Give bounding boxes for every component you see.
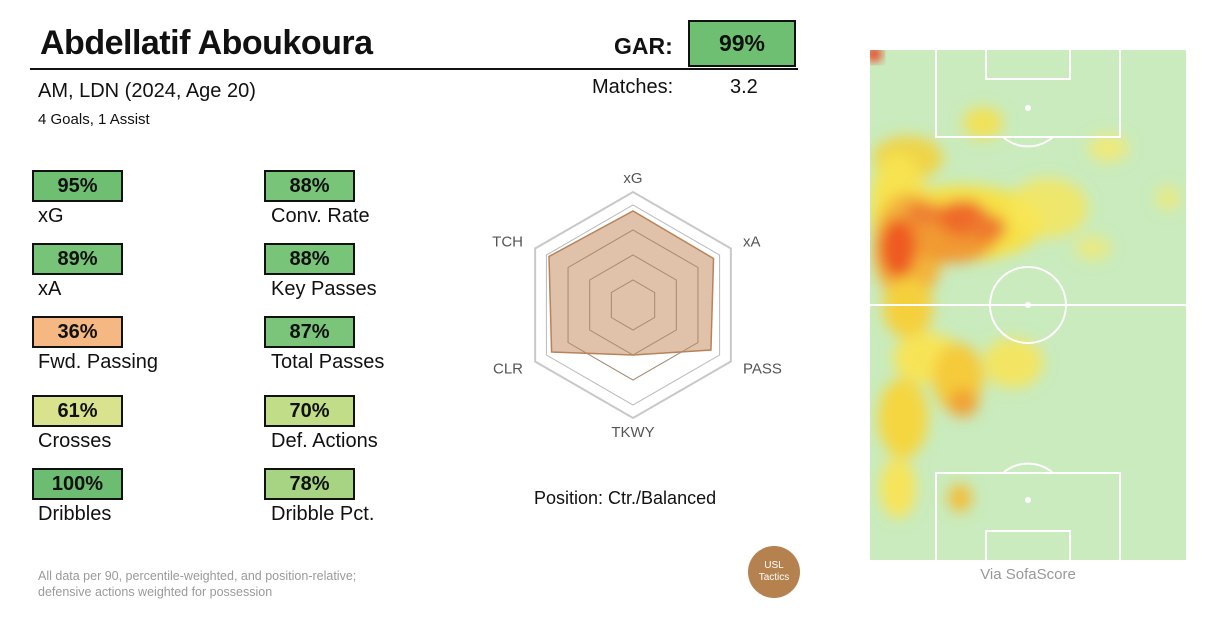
player-name: Abdellatif Aboukoura xyxy=(40,24,373,62)
logo-text-line-2: Tactics xyxy=(758,572,790,583)
player-subtitle: AM, LDN (2024, Age 20) xyxy=(38,80,256,102)
radar-inner-ring xyxy=(589,254,677,356)
header-divider xyxy=(30,68,798,70)
metric-value-conv-rate: 88% xyxy=(264,170,355,202)
metric-label-dribbles: Dribbles xyxy=(38,503,112,525)
player-goals-assists: 4 Goals, 1 Assist xyxy=(38,111,150,128)
usl-tactics-logo: USL Tactics xyxy=(748,546,800,598)
radar-axis-label-clr: CLR xyxy=(493,361,523,378)
matches-label: Matches: xyxy=(592,76,674,98)
metric-value-total-passes: 87% xyxy=(264,316,355,348)
logo-text-line-1: USL xyxy=(764,560,784,571)
radar-inner-ring xyxy=(567,229,699,381)
metric-label-dribble-pct: Dribble Pct. xyxy=(271,503,375,525)
radar-axis-label-pass: PASS xyxy=(743,361,782,378)
radar-inner-ring xyxy=(610,279,656,331)
metric-value-def-actions: 70% xyxy=(264,395,355,427)
metric-value-key-passes: 88% xyxy=(264,243,355,275)
metric-label-xa: xA xyxy=(38,278,62,300)
radar-grid-ring xyxy=(545,204,721,406)
gar-label: GAR: xyxy=(614,33,673,59)
metric-label-key-passes: Key Passes xyxy=(271,278,377,300)
metric-label-xg: xG xyxy=(38,205,64,227)
metric-value-fwd-passing: 36% xyxy=(32,316,123,348)
radar-axis-label-tkwy: TKWY xyxy=(611,424,654,441)
radar-axis-label-tch: TCH xyxy=(492,234,523,251)
metric-label-def-actions: Def. Actions xyxy=(271,430,378,452)
footnote-line-1: All data per 90, percentile-weighted, an… xyxy=(38,569,357,583)
metric-value-xg: 95% xyxy=(32,170,123,202)
radar-data-polygon xyxy=(548,210,715,356)
gar-value-badge: 99% xyxy=(688,20,796,67)
radar-chart: xG xA PASS TKWY CLR TCH xyxy=(492,170,782,441)
heatmap-pitch xyxy=(868,48,1188,562)
footnote-line-2: defensive actions weighted for possessio… xyxy=(38,585,273,599)
radar-grid-ring xyxy=(534,190,732,420)
metric-value-dribble-pct: 78% xyxy=(264,468,355,500)
radar-axis-label-xg: xG xyxy=(623,170,642,187)
radar-axis-labels: xG xA PASS TKWY CLR TCH xyxy=(492,170,782,441)
heatmap-source: Via SofaScore xyxy=(980,566,1076,583)
matches-value: 3.2 xyxy=(730,76,758,98)
position-label: Position: Ctr./Balanced xyxy=(534,488,717,508)
heatmap-blobs xyxy=(870,107,1180,518)
metric-label-crosses: Crosses xyxy=(38,430,112,452)
metric-value-crosses: 61% xyxy=(32,395,123,427)
radar-axis-label-xa: xA xyxy=(743,234,761,251)
metric-label-conv-rate: Conv. Rate xyxy=(271,205,370,227)
metric-label-total-passes: Total Passes xyxy=(271,351,385,373)
metric-value-xa: 89% xyxy=(32,243,123,275)
metric-label-fwd-passing: Fwd. Passing xyxy=(38,351,159,373)
footnote: All data per 90, percentile-weighted, an… xyxy=(38,568,458,600)
metric-value-dribbles: 100% xyxy=(32,468,123,500)
